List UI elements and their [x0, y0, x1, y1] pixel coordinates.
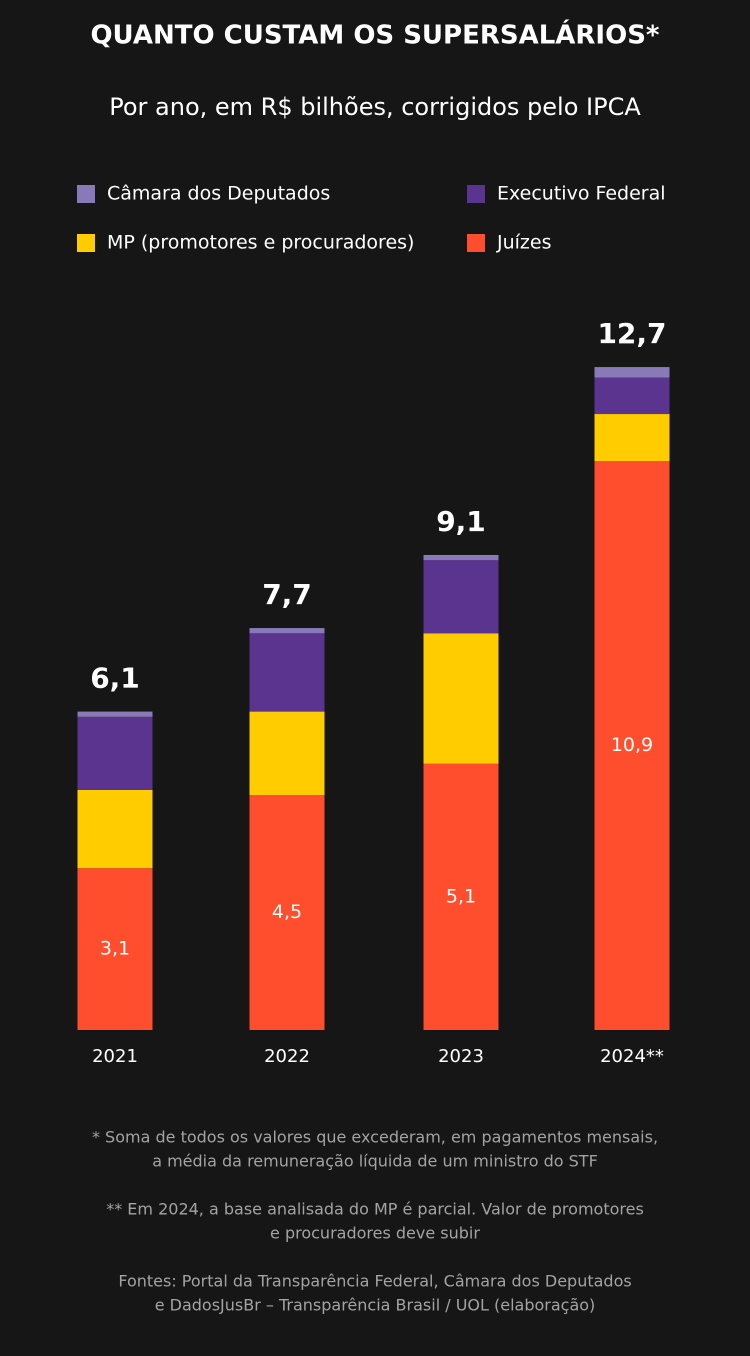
bar-segment: [423, 633, 499, 764]
legend-swatch: [467, 185, 485, 203]
footnote: ** Em 2024, a base analisada do MP é par…: [106, 1200, 644, 1219]
footnote: e DadosJusBr – Transparência Brasil / UO…: [155, 1296, 596, 1315]
x-tick-label: 2023: [438, 1046, 484, 1067]
total-label: 6,1: [90, 662, 140, 695]
footnote: * Soma de todos os valores que excederam…: [92, 1128, 658, 1147]
bar-segment: [423, 560, 499, 634]
x-tick-label: 2022: [264, 1046, 310, 1067]
bar-segment: [77, 711, 153, 717]
legend-label: Juízes: [496, 232, 552, 254]
bar-segment: [249, 633, 325, 712]
value-label: 3,1: [100, 938, 130, 960]
legend-label: Câmara dos Deputados: [107, 183, 330, 205]
bar-segment: [77, 868, 153, 1030]
value-label: 5,1: [446, 885, 476, 907]
value-label: 10,9: [611, 734, 653, 756]
bar-segment: [249, 711, 325, 796]
bar-segment: [77, 789, 153, 869]
total-label: 9,1: [436, 505, 486, 538]
value-label: 4,5: [272, 901, 302, 923]
footnote: a média da remuneração líquida de um min…: [152, 1152, 598, 1171]
chart-subtitle: Por ano, em R$ bilhões, corrigidos pelo …: [109, 93, 641, 121]
bar-segment: [594, 377, 670, 415]
total-label: 7,7: [262, 578, 312, 611]
bar-segment: [423, 763, 499, 1030]
bar-segment: [594, 414, 670, 462]
legend-label: MP (promotores e procuradores): [107, 232, 414, 254]
bar-segment: [249, 795, 325, 1030]
total-label: 12,7: [597, 317, 666, 350]
legend-swatch: [77, 185, 95, 203]
bar-segment: [594, 461, 670, 1030]
x-tick-label: 2021: [92, 1046, 138, 1067]
legend-swatch: [467, 234, 485, 252]
x-tick-label: 2024**: [600, 1046, 664, 1067]
chart-title: QUANTO CUSTAM OS SUPERSALÁRIOS*: [90, 19, 659, 51]
bar-segment: [423, 554, 499, 561]
bar-segment: [594, 367, 670, 378]
legend-swatch: [77, 234, 95, 252]
legend-label: Executivo Federal: [497, 183, 666, 205]
footnote: e procuradores deve subir: [270, 1224, 480, 1243]
footnote: Fontes: Portal da Transparência Federal,…: [118, 1272, 631, 1291]
bar-segment: [249, 628, 325, 634]
bar-segment: [77, 716, 153, 790]
